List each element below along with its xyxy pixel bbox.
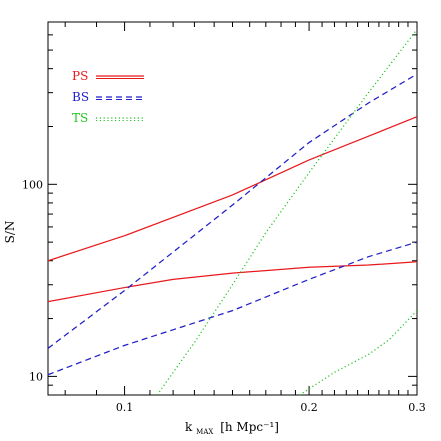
x-axis-label-units: [h Mpc⁻¹] [220,420,279,434]
legend-label: BS [72,90,89,104]
legend: PS BS TS [72,69,144,125]
x-tick-label: 0.1 [116,401,134,414]
y-tick-label: 100 [22,178,43,191]
y-axis-label: S/N [3,221,17,244]
axis-tick-labels: 0.1 0.2 0.3 10 100 [22,178,426,414]
series-line-ps-0 [48,116,417,262]
legend-label: TS [72,111,88,125]
series-line-bs-3 [48,241,417,376]
series-layer [48,29,417,395]
axis-ticks [48,22,418,395]
x-tick-label: 0.3 [408,401,426,414]
legend-label: PS [72,69,88,83]
series-line-bs-2 [48,73,417,349]
series-line-ts-4 [156,29,417,395]
plot-frame [47,21,418,396]
x-axis-label: k MAX [h Mpc⁻¹] [185,420,279,437]
series-line-ts-5 [299,310,417,395]
x-axis-label-subscript: MAX [196,428,213,436]
x-axis-label-main: k [185,420,193,434]
series-line-ps-1 [48,261,417,303]
x-tick-label: 0.2 [300,401,318,414]
y-tick-label: 10 [29,370,43,383]
